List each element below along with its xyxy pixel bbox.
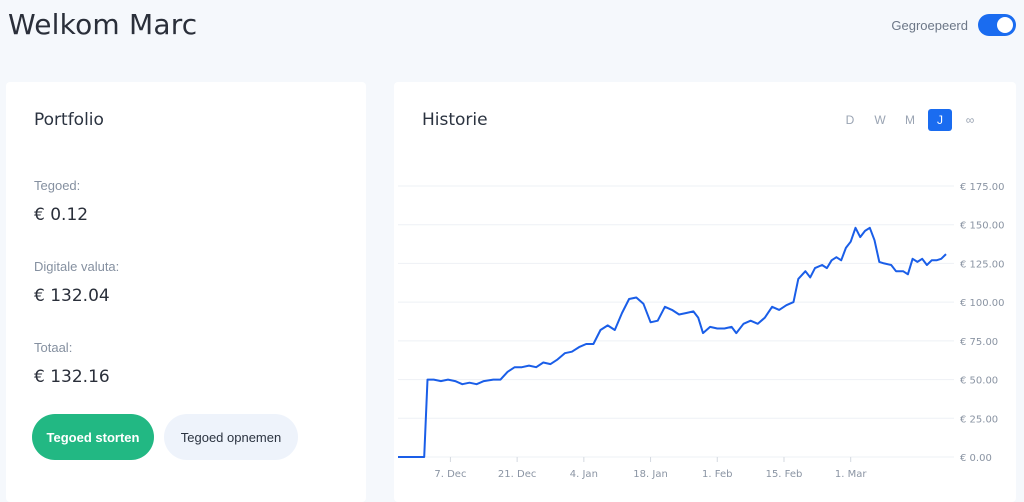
group-toggle[interactable] [978, 14, 1016, 36]
history-title: Historie [422, 110, 488, 130]
range-tab-all[interactable]: ∞ [965, 113, 975, 127]
x-tick-label: 4. Jan [570, 469, 598, 480]
history-card: Historie D W M J ∞ € 0.00 € 25.00 € 50.00 € 75.… [394, 82, 1016, 502]
balance-label: Tegoed: [34, 178, 81, 193]
x-tick-label: 21. Dec [498, 469, 536, 480]
group-toggle-label: Gegroepeerd [891, 17, 968, 33]
history-chart: € 0.00 € 25.00 € 50.00 € 75.00 € 100.00 € 125… [398, 182, 1005, 480]
withdraw-button[interactable]: Tegoed opnemen [164, 414, 298, 460]
range-tab-m[interactable]: M [905, 113, 915, 127]
crypto-value: € 132.04 [34, 286, 110, 306]
range-tab-w[interactable]: W [874, 113, 886, 127]
balance-value: € 0.12 [34, 205, 89, 225]
total-label: Totaal: [34, 340, 73, 355]
toggle-knob [997, 17, 1013, 33]
x-tick-label: 1. Mar [835, 469, 867, 480]
crypto-label: Digitale valuta: [34, 259, 120, 274]
x-tick-label: 15. Feb [766, 469, 803, 480]
range-tabs: D W M J ∞ [838, 109, 982, 131]
range-tab-d[interactable]: D [845, 113, 855, 127]
y-tick-label: € 75.00 [960, 337, 998, 348]
y-tick-label: € 150.00 [960, 221, 1005, 232]
y-tick-label: € 175.00 [960, 182, 1005, 193]
portfolio-title: Portfolio [34, 110, 104, 130]
y-tick-label: € 0.00 [960, 453, 992, 464]
y-tick-label: € 125.00 [960, 259, 1005, 270]
deposit-button[interactable]: Tegoed storten [32, 414, 154, 460]
x-tick-label: 18. Jan [633, 469, 668, 480]
y-tick-label: € 100.00 [960, 298, 1005, 309]
welcome-title: Welkom Marc [8, 8, 198, 41]
group-toggle-row: Gegroepeerd [891, 14, 1016, 36]
x-tick-label: 7. Dec [434, 469, 466, 480]
portfolio-card: Portfolio Tegoed: € 0.12 Digitale valuta… [6, 82, 366, 502]
range-tab-j[interactable]: J [928, 109, 952, 131]
history-series-line [398, 226, 947, 458]
x-tick-label: 1. Feb [702, 469, 732, 480]
y-tick-label: € 50.00 [960, 376, 998, 387]
y-tick-label: € 25.00 [960, 414, 998, 425]
total-value: € 132.16 [34, 367, 110, 387]
